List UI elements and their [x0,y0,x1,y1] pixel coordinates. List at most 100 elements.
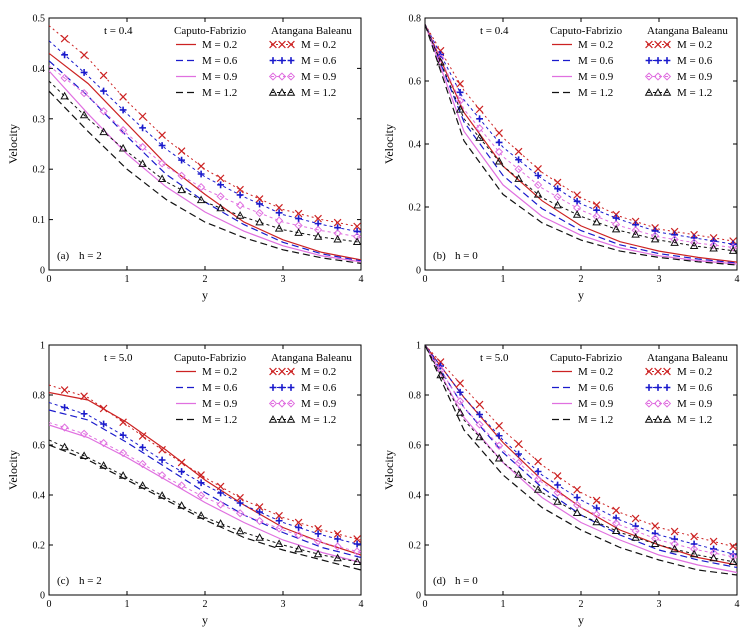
y-tick-label: 0.4 [33,64,46,75]
ab-marker-4 [553,497,562,505]
x-tick-label: 4 [359,599,364,610]
ab-marker-3 [60,423,69,432]
legend-ab-marker [268,399,278,408]
ab-marker-3 [631,226,640,235]
legend-cf-label: M = 0.9 [202,398,238,410]
legend-header-cf: Caputo-Fabrizio [550,352,623,364]
ab-marker-3 [514,458,523,468]
x-axis-label: y [578,288,584,302]
ab-marker-1 [236,493,244,502]
legend-header-cf: Caputo-Fabrizio [174,352,247,364]
panel-label: (b) [433,250,446,262]
legend-ab-marker [287,367,295,376]
ab-marker-2 [61,51,68,59]
panel-label: (a) [57,250,70,262]
ab-line-4 [49,439,361,563]
legend-ab-marker [663,367,671,376]
legend-ab-marker [268,415,278,423]
ab-marker-4 [255,533,264,541]
legend-cf-label: M = 0.6 [202,382,238,394]
ab-marker-3 [689,544,699,554]
ab-marker-2 [671,231,678,239]
ab-marker-3 [138,459,147,469]
y-tick-label: 0.6 [409,77,422,88]
cf-line-1 [425,345,737,566]
ab-marker-1 [353,535,361,543]
y-tick-label: 0.2 [33,165,46,176]
ab-marker-2 [593,504,600,512]
legend-ab-marker [286,415,296,423]
ab-marker-4 [255,217,264,226]
ab-marker-1 [216,174,225,183]
ab-marker-4 [650,234,660,243]
ab-marker-3 [352,232,361,241]
ab-marker-4 [313,549,323,558]
y-tick-label: 0.6 [33,441,46,452]
cf-line-4 [425,345,737,576]
x-tick-label: 0 [423,599,428,610]
y-tick-label: 0.8 [409,14,422,25]
ab-marker-3 [79,88,89,98]
y-tick-label: 0 [40,591,45,602]
ab-marker-3 [99,107,108,116]
ab-marker-4 [475,133,484,141]
ab-marker-3 [533,180,543,190]
legend-ab-marker [663,57,671,64]
legend-ab-marker [277,72,287,81]
ab-marker-1 [534,165,542,173]
legend-ab-marker [645,367,653,376]
ab-marker-2 [534,172,542,179]
ab-marker-3 [60,73,69,83]
ab-marker-1 [294,209,303,218]
x-tick-label: 4 [735,274,740,285]
y-tick-label: 0.6 [409,441,422,452]
ab-marker-4 [670,238,679,246]
ab-marker-3 [709,241,718,250]
legend-ab-marker [278,40,286,49]
legend-ab-marker [268,72,278,81]
ab-marker-4 [455,408,465,416]
panel-c: 0 1 2 3 4 0 0.2 0.4 0.6 0.8 1 y Velocity t = 5.0 (c) h … [6,341,364,628]
ab-marker-1 [119,93,127,101]
legend-ab-label: M = 0.2 [677,39,712,51]
ab-line-2 [425,345,737,556]
ab-marker-2 [178,156,185,164]
ab-marker-2 [100,420,107,428]
ab-marker-3 [157,471,167,480]
legend-ab-marker [269,367,277,376]
ab-marker-3 [650,534,660,543]
ab-marker-4 [274,223,284,232]
ab-marker-1 [631,514,640,523]
y-tick-label: 0.5 [33,14,46,25]
ab-marker-1 [255,195,264,203]
x-axis-label: y [202,613,208,627]
ab-marker-1 [592,201,601,209]
ab-marker-3 [79,429,89,438]
ab-marker-3 [728,552,737,561]
ab-marker-4 [709,243,718,252]
legend-ab-marker [269,384,277,391]
legend-ab-label: M = 1.2 [677,87,712,99]
legend-ab-label: M = 0.2 [677,366,712,378]
ab-marker-2 [573,494,581,501]
ab-marker-4 [196,195,206,204]
ab-marker-1 [514,147,523,156]
legend-ab-marker [644,399,654,408]
legend-ab-marker [287,40,295,49]
legend-ab-marker [269,57,277,64]
panel-b: 0 1 2 3 4 0 0.2 0.4 0.6 0.8 y Velocity t = 0.4 (b) h =… [382,14,740,303]
x-tick-label: 0 [423,274,428,285]
ab-marker-2 [334,535,341,543]
y-tick-label: 0.2 [409,541,422,552]
ab-marker-2 [671,535,678,543]
ab-marker-1 [216,482,225,491]
ab-marker-1 [475,105,484,114]
ab-marker-3 [196,491,206,500]
ab-marker-3 [157,159,167,168]
ab-marker-4 [60,442,69,451]
legend-ab-label: M = 0.9 [301,398,337,410]
legend-ab-marker [287,384,295,391]
ab-marker-2 [100,87,107,95]
y-tick-label: 1 [416,341,421,352]
panel-a: 0 1 2 3 4 0 0.1 0.2 0.3 0.4 0.5 y Velocity t = 0.4 (a)… [6,14,364,303]
